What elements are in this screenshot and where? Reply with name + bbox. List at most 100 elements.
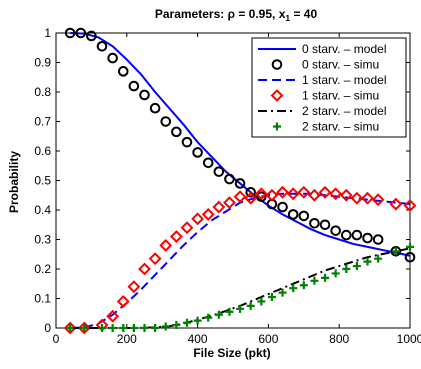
legend-box bbox=[251, 37, 407, 138]
series-1-starv-simu-point bbox=[138, 262, 151, 276]
y-tick-label: 0.4 bbox=[34, 203, 51, 217]
x-axis-label: File Size (pkt) bbox=[193, 346, 270, 360]
series-0-starv-simu-point bbox=[96, 40, 108, 52]
plot-area: 0 200 400 600 800 1000 0 0.1 0.2 0.3 0.4 0.5 0.6 0.7 0… bbox=[34, 26, 421, 346]
series-1-starv-simu-point bbox=[297, 185, 311, 199]
series-1-starv-simu-point bbox=[180, 221, 194, 235]
series-2-starv-simu-point bbox=[193, 316, 202, 325]
series-0-starv-simu-point bbox=[309, 217, 320, 229]
series-2-starv-simu-point bbox=[331, 269, 340, 278]
series-1-starv-simu-point bbox=[329, 187, 343, 201]
x-tick-label: 0 bbox=[53, 332, 60, 346]
series-2-starv-model-line bbox=[70, 247, 411, 329]
x-tick-label: 800 bbox=[329, 332, 349, 346]
series-1-starv-simu-point bbox=[116, 295, 130, 308]
series-0-starv-simu-point bbox=[192, 147, 203, 158]
series-0-starv-simu-point bbox=[319, 219, 331, 231]
series-1-starv-simu-point bbox=[403, 199, 417, 212]
x-tick-label: 1000 bbox=[397, 332, 421, 346]
series-1-starv-simu-point bbox=[276, 185, 289, 199]
series-2-starv-simu-point bbox=[129, 324, 138, 332]
series-0-starv-simu-point bbox=[234, 178, 246, 189]
y-tick-label: 0.7 bbox=[34, 115, 51, 129]
y-tick-label: 0.1 bbox=[34, 292, 51, 306]
series-0-starv-simu-point bbox=[340, 229, 352, 241]
series-0-starv-model-line bbox=[70, 32, 411, 257]
series-2-starv-simu-point bbox=[299, 281, 308, 290]
series-0-starv-simu-point bbox=[245, 187, 256, 198]
series-1-starv-simu-point bbox=[223, 196, 236, 210]
series-0-starv-simu-point bbox=[107, 52, 118, 64]
legend-marker-sample bbox=[271, 59, 283, 70]
series-0-starv-simu-point bbox=[181, 136, 193, 148]
legend-label: 2 starv. – simu bbox=[302, 120, 379, 134]
series-1-starv-simu-point bbox=[201, 208, 215, 221]
series-1-starv-simu-point bbox=[148, 252, 162, 266]
series-0-starv-simu-point bbox=[149, 102, 161, 114]
series-2-starv-simu-point bbox=[278, 288, 287, 297]
y-tick-label: 1 bbox=[44, 26, 51, 40]
series-0-starv-simu-point bbox=[171, 126, 182, 138]
series-1-starv-simu-point bbox=[191, 212, 205, 226]
x-tick-label: 600 bbox=[258, 332, 278, 346]
legend-label: 1 starv. – simu bbox=[302, 89, 379, 103]
series-1-starv-simu-point bbox=[233, 190, 247, 204]
series-2-starv-simu-point bbox=[374, 254, 383, 263]
legend-label: 0 starv. – model bbox=[302, 42, 386, 56]
series-0-starv-simu-point bbox=[75, 27, 87, 39]
series-1-starv-simu-point bbox=[389, 197, 403, 211]
legend-label: 0 starv. – simu bbox=[302, 58, 379, 72]
y-tick-label: 0.9 bbox=[34, 56, 51, 70]
series-2-starv-simu-point bbox=[236, 304, 245, 313]
series-2-starv-simu-point bbox=[363, 257, 372, 266]
series-2-starv-simu-point bbox=[267, 293, 276, 302]
x-tick-label: 400 bbox=[188, 332, 208, 346]
series-0-starv-simu-point bbox=[298, 210, 310, 222]
series-2-starv-simu-point bbox=[182, 318, 191, 327]
series-2-starv-simu-point bbox=[257, 297, 266, 306]
series-1-starv-simu-point bbox=[350, 191, 364, 205]
y-tick-label: 0.8 bbox=[34, 85, 51, 99]
series-1-starv-simu-point bbox=[212, 200, 226, 214]
series-2-starv-simu-point bbox=[391, 247, 400, 256]
legend-label: 1 starv. – model bbox=[302, 73, 386, 87]
series-0-starv-simu-point bbox=[160, 116, 172, 127]
series-2-starv-simu-point bbox=[225, 307, 234, 316]
series-2-starv-simu-point bbox=[321, 273, 330, 282]
series-2-starv-simu-point bbox=[66, 324, 75, 332]
y-tick-label: 0.6 bbox=[34, 144, 51, 158]
series-0-starv-simu-point bbox=[224, 173, 235, 185]
series-1-starv-simu-point bbox=[159, 238, 173, 252]
series-0-starv-simu-point bbox=[139, 89, 150, 101]
series-1-starv-simu-point bbox=[308, 188, 321, 202]
series-1-starv-simu-point bbox=[254, 187, 268, 201]
series-1-starv-simu-point bbox=[286, 187, 300, 201]
series-1-starv-simu-point bbox=[318, 185, 332, 199]
series-2-starv-simu-point bbox=[310, 276, 319, 285]
series-1-starv-simu-point bbox=[265, 188, 279, 202]
series-2-starv-simu-point bbox=[204, 313, 213, 322]
series-2-starv-simu-point bbox=[214, 310, 223, 319]
chart-title: Parameters: ρ = 0.95, x1 = 40 bbox=[155, 7, 318, 23]
series-1-starv-simu-point bbox=[169, 230, 183, 243]
series-2-starv-simu-point bbox=[352, 262, 361, 271]
y-tick-label: 0.5 bbox=[34, 174, 51, 188]
series-2-starv-simu-point bbox=[98, 324, 107, 332]
series-0-starv-simu-point bbox=[404, 251, 416, 263]
series-0-starv-simu-point bbox=[362, 232, 373, 244]
legend-label: 2 starv. – model bbox=[302, 104, 386, 118]
series-1-starv-simu-point bbox=[77, 321, 91, 335]
series-0-starv-simu-point bbox=[287, 209, 299, 220]
y-axis-label: Probability bbox=[7, 151, 21, 213]
y-tick-label: 0.3 bbox=[34, 233, 51, 247]
series-2-starv-simu-point bbox=[406, 242, 414, 251]
series-0-starv-simu-point bbox=[277, 201, 288, 213]
series-1-starv-simu-point bbox=[106, 309, 120, 323]
series-0-starv-simu-point bbox=[372, 234, 384, 245]
legend-marker-sample bbox=[270, 89, 284, 102]
series-2-starv-simu-point bbox=[151, 324, 160, 332]
series-2-starv-simu-point bbox=[108, 324, 117, 332]
series-2-starv-simu-point bbox=[140, 324, 149, 332]
series-1-starv-simu-point bbox=[127, 280, 141, 294]
series-0-starv-simu-point bbox=[213, 166, 225, 177]
